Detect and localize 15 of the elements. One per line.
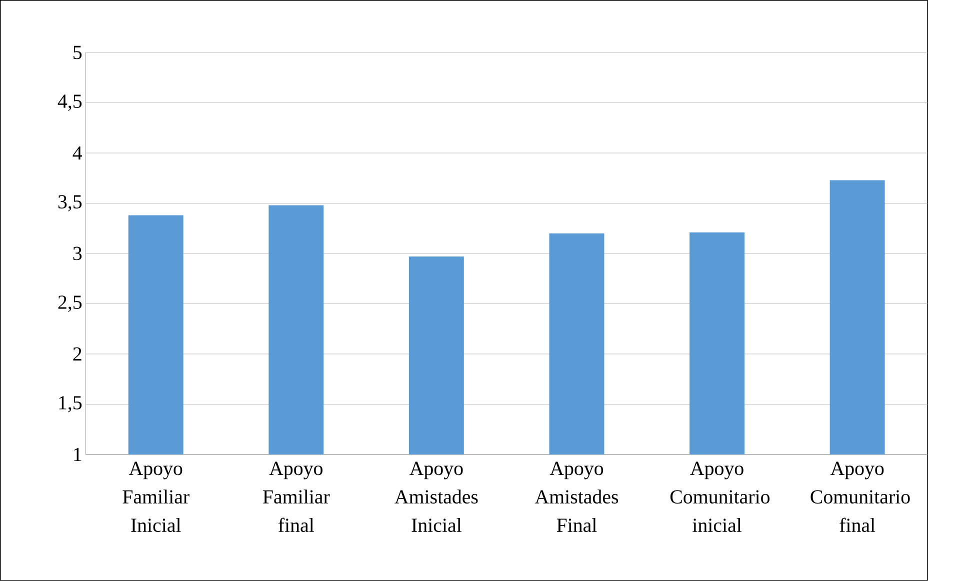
y-tick-label: 5 <box>74 46 82 60</box>
y-tick-label: 2,5 <box>58 296 82 312</box>
y-tick-label: 2 <box>73 347 82 361</box>
y-tick-label: 3,5 <box>58 195 82 212</box>
y-tick-label: 1 <box>74 448 82 462</box>
y-tick-label: 4 <box>72 146 82 160</box>
x-tick-label: Apoyo Familiar final <box>262 462 330 532</box>
x-tick-label: Apoyo Amistades Final <box>534 462 618 532</box>
x-tick-label: Apoyo Comunitario inicial <box>670 462 770 532</box>
y-tick-label: 1,5 <box>59 396 82 412</box>
x-tick-label: Apoyo Amistades Inicial <box>394 462 478 532</box>
y-tick-label: 4,5 <box>58 94 82 111</box>
x-tick-label: Apoyo Comunitario final <box>810 462 910 532</box>
x-tick-label: Apoyo Familiar Inicial <box>122 462 190 532</box>
y-tick-label: 3 <box>73 246 82 260</box>
